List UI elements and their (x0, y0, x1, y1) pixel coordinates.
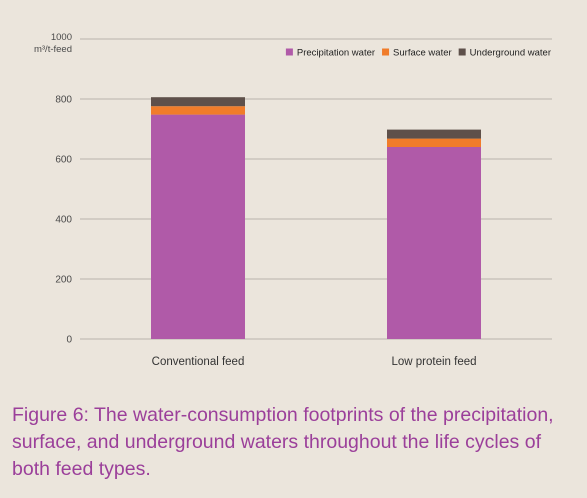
y-tick-label: 800 (55, 95, 72, 106)
bar-segment-precipitation-water (387, 147, 481, 339)
y-axis-unit-value: 1000 (51, 32, 72, 43)
legend-swatch (382, 48, 390, 56)
x-category-label: Low protein feed (391, 356, 476, 368)
y-axis-ticks: 0 200 400 600 800 (55, 95, 72, 346)
legend: Underground water Surface water Precipitat… (285, 48, 551, 59)
legend-swatch (285, 48, 293, 56)
bar-segment-surface-water (387, 138, 481, 147)
bar-segment-underground-water (387, 129, 481, 139)
y-tick-label: 400 (55, 215, 72, 226)
y-tick-label: 0 (66, 335, 72, 346)
x-axis-categories: Conventional feed Low protein feed (152, 356, 477, 368)
legend-swatch (458, 48, 466, 56)
figure-caption: Figure 6: The water-consumption footprin… (12, 404, 554, 480)
y-axis-unit-label: m³/t-feed (34, 44, 72, 55)
chart: 0 200 400 600 800 Conventional feed Low prote… (34, 32, 552, 368)
legend-label: Underground water (470, 48, 551, 59)
y-tick-label: 600 (55, 155, 72, 166)
y-tick-label: 200 (55, 275, 72, 286)
bar-segment-surface-water (151, 106, 245, 115)
bars (151, 97, 481, 339)
bar-segment-underground-water (151, 97, 245, 107)
bar-segment-precipitation-water (151, 114, 245, 339)
legend-label: Surface water (393, 48, 452, 59)
gridlines (80, 38, 552, 340)
x-category-label: Conventional feed (152, 356, 245, 368)
legend-label: Precipitation water (297, 48, 375, 59)
